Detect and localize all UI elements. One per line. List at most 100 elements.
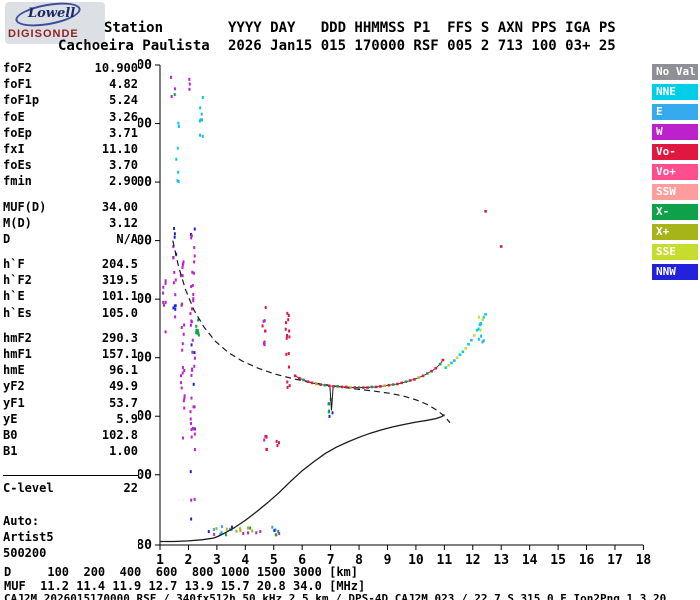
- param-label: yE: [3, 411, 18, 426]
- param-row-hmf2: hmF2 290.3: [3, 330, 138, 346]
- svg-text:500: 500: [138, 292, 152, 307]
- svg-text:17: 17: [607, 553, 623, 568]
- legend-item-vo-plus: Vo+: [652, 164, 698, 180]
- svg-text:18: 18: [636, 553, 652, 568]
- svg-text:900: 900: [138, 58, 152, 73]
- param-label: foF2: [3, 61, 32, 75]
- param-label: foEp: [3, 125, 32, 140]
- param-label: hmF1: [3, 347, 32, 361]
- param-label: fxI: [3, 141, 25, 156]
- legend-item-w: W: [652, 124, 698, 140]
- param-label: D: [3, 231, 11, 246]
- param-label: foF1p: [3, 93, 40, 108]
- svg-text:11: 11: [437, 553, 453, 568]
- auto-line: Auto:: [3, 513, 40, 528]
- param-value: 101.1: [101, 289, 138, 304]
- auto-line: 500200: [3, 545, 47, 560]
- status-line: CAJ2M_2026015170000.RSF / 340fx512h 50 k…: [4, 592, 667, 600]
- param-group: foF2 10.900 foF1 4.82 foF1p 5.24 foE 3.26 foEp 3.…: [3, 60, 138, 190]
- svg-text:300: 300: [138, 409, 152, 424]
- svg-text:4: 4: [241, 553, 249, 568]
- legend-item-vo-minus: Vo-: [652, 144, 698, 160]
- svg-text:15: 15: [550, 553, 566, 568]
- svg-text:6: 6: [298, 553, 306, 568]
- param-label: foEs: [3, 158, 32, 173]
- parameter-panel: foF2 10.900 foF1 4.82 foF1p 5.24 foE 3.26 foEp 3.…: [3, 60, 138, 561]
- param-row-yf2: yF2 49.9: [3, 378, 138, 394]
- param-row-d: D N/A: [3, 231, 138, 247]
- param-row-b0: B0 102.8: [3, 427, 138, 443]
- param-value: 49.9: [109, 379, 138, 394]
- legend-item-ssw: SSW: [652, 184, 698, 200]
- svg-text:700: 700: [138, 175, 152, 190]
- param-row-m-d-: M(D) 3.12: [3, 215, 138, 231]
- param-row-h-e: h`E 101.1: [3, 288, 138, 304]
- autoscaling-info: Auto: Artist5 500200: [3, 513, 138, 561]
- svg-text:13: 13: [493, 553, 509, 568]
- param-label: foE: [3, 109, 25, 124]
- param-label: foF1: [3, 77, 32, 92]
- param-value: 102.8: [101, 427, 138, 442]
- param-row-foes: foEs 3.70: [3, 157, 138, 173]
- param-value: 105.0: [101, 305, 138, 320]
- param-label: MUF(D): [3, 199, 47, 214]
- param-row-fof1: foF1 4.82: [3, 76, 138, 92]
- svg-text:7: 7: [327, 553, 335, 568]
- param-label: B1: [3, 444, 18, 459]
- param-row-c-level: C-level 22: [3, 480, 138, 496]
- header-values-row: 2026 Jan15 015 170000 RSF 005 2 713 100 …: [228, 38, 616, 54]
- svg-text:800: 800: [138, 117, 152, 132]
- station-name: Cachoeira Paulista: [58, 38, 210, 54]
- param-label: h`F: [3, 257, 25, 272]
- param-row-foep: foEp 3.71: [3, 125, 138, 141]
- param-value: 3.26: [109, 109, 138, 124]
- svg-text:14: 14: [522, 553, 538, 568]
- legend-item-x-plus: X+: [652, 224, 698, 240]
- lowell-digisonde-logo: Lowell DIGISONDE: [5, 0, 105, 44]
- param-value: 290.3: [101, 330, 138, 345]
- param-row-fmin: fmin 2.90: [3, 173, 138, 189]
- direction-doppler-legend: No Val NNE E W Vo- Vo+ SSW X- X+ SSE NNW: [652, 64, 698, 284]
- param-label: yF2: [3, 379, 25, 394]
- legend-item-nne: NNE: [652, 84, 698, 100]
- param-value: 3.70: [109, 158, 138, 173]
- param-value: 96.1: [109, 363, 138, 378]
- param-row-hmf1: hmF1 157.1: [3, 346, 138, 362]
- param-row-hme: hmE 96.1: [3, 362, 138, 378]
- param-row-ye: yE 5.9: [3, 411, 138, 427]
- param-value: 2.90: [109, 174, 138, 189]
- legend-item-x-minus: X-: [652, 204, 698, 220]
- param-label: h`E: [3, 289, 25, 304]
- param-value: 34.00: [101, 199, 138, 214]
- auto-line: Artist5: [3, 529, 54, 544]
- param-label: hmE: [3, 363, 25, 378]
- param-value: 157.1: [101, 347, 138, 361]
- param-group: C-level 22: [3, 475, 138, 496]
- svg-text:3: 3: [213, 553, 221, 568]
- param-label: B0: [3, 427, 18, 442]
- param-row-b1: B1 1.00: [3, 443, 138, 459]
- param-row-foe: foE 3.26: [3, 109, 138, 125]
- svg-text:12: 12: [465, 553, 481, 568]
- ionogram-plot: 1234567891011121314151617188020030040050…: [138, 58, 652, 568]
- param-group: hmF2 290.3 hmF1 157.1 hmE 96.1 yF2 49.9 yF1 53.7 y…: [3, 330, 138, 460]
- param-row-fxi: fxI 11.10: [3, 141, 138, 157]
- svg-text:600: 600: [138, 234, 152, 249]
- svg-text:16: 16: [579, 553, 595, 568]
- param-value: 3.71: [109, 125, 138, 140]
- svg-text:5: 5: [270, 553, 278, 568]
- distance-row: D 100 200 400 600 800 1000 1500 3000 [km…: [4, 565, 359, 579]
- param-value: 319.5: [101, 273, 138, 288]
- svg-text:200: 200: [138, 468, 152, 483]
- param-label: fmin: [3, 174, 32, 189]
- station-label: Station: [104, 20, 164, 36]
- legend-item-sse: SSE: [652, 244, 698, 260]
- svg-text:80: 80: [138, 538, 152, 553]
- param-value: 5.9: [116, 411, 138, 426]
- svg-text:10: 10: [408, 553, 424, 568]
- param-group: h`F 204.5 h`F2 319.5 h`E 101.1 h`Es 105.0: [3, 256, 138, 321]
- param-value: 5.24: [109, 93, 138, 108]
- param-label: M(D): [3, 215, 32, 230]
- muf-row: MUF 11.2 11.4 11.9 12.7 13.9 15.7 20.8 3…: [4, 579, 366, 593]
- svg-text:2: 2: [185, 553, 193, 568]
